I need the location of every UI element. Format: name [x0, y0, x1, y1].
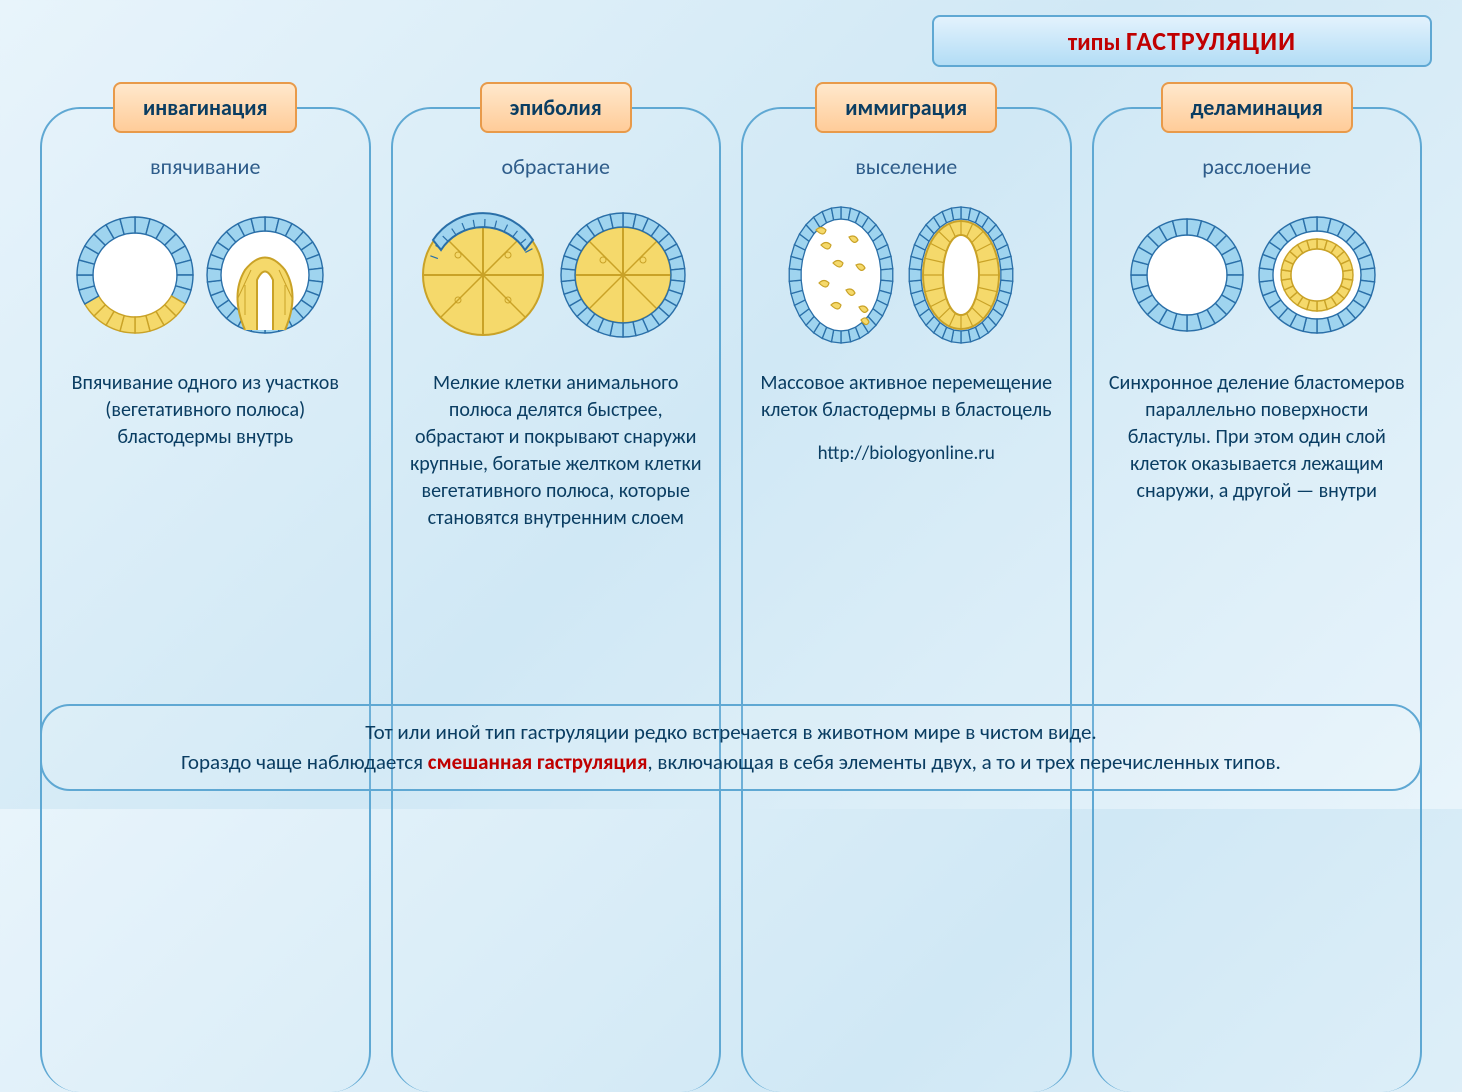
col-epiboly: эпиболия обрастание: [381, 82, 732, 532]
footer-note: Тот или иной тип гаструляции редко встре…: [40, 704, 1422, 791]
col-subtitle: выселение: [855, 153, 957, 180]
diagram-delamination: [1082, 185, 1433, 365]
col-delamination: деламинация расслоение Синхронное дел: [1082, 82, 1433, 532]
col-label: эпиболия: [480, 82, 632, 133]
main-title: типы ГАСТРУЛЯЦИИ: [932, 15, 1432, 67]
columns-container: инвагинация впячивание: [30, 82, 1432, 532]
col-subtitle: обрастание: [502, 153, 610, 180]
col-subtitle: расслоение: [1202, 153, 1311, 180]
title-main: ГАСТРУЛЯЦИИ: [1126, 25, 1296, 57]
col-subtitle: впячивание: [150, 153, 260, 180]
col-label: инвагинация: [113, 82, 297, 133]
col-desc: Мелкие клетки анимального полюса делятся…: [381, 370, 732, 532]
title-prefix: типы: [1068, 28, 1121, 57]
diagram-invagination: [30, 185, 381, 365]
col-desc: Синхронное деление бластомеров параллель…: [1082, 370, 1433, 505]
col-desc: Массовое активное перемещение клеток бла…: [731, 370, 1082, 424]
diagram-epiboly: [381, 185, 732, 365]
col-label: иммиграция: [815, 82, 997, 133]
col-desc: Впячивание одного из участков (вегетатив…: [30, 370, 381, 451]
col-invagination: инвагинация впячивание: [30, 82, 381, 532]
col-immigration: иммиграция выселение: [731, 82, 1082, 532]
footer-line2: Гораздо чаще наблюдается смешанная гастр…: [72, 748, 1390, 777]
col-label: деламинация: [1161, 82, 1353, 133]
diagram-immigration: [731, 185, 1082, 365]
footer-line1: Тот или иной тип гаструляции редко встре…: [72, 718, 1390, 747]
